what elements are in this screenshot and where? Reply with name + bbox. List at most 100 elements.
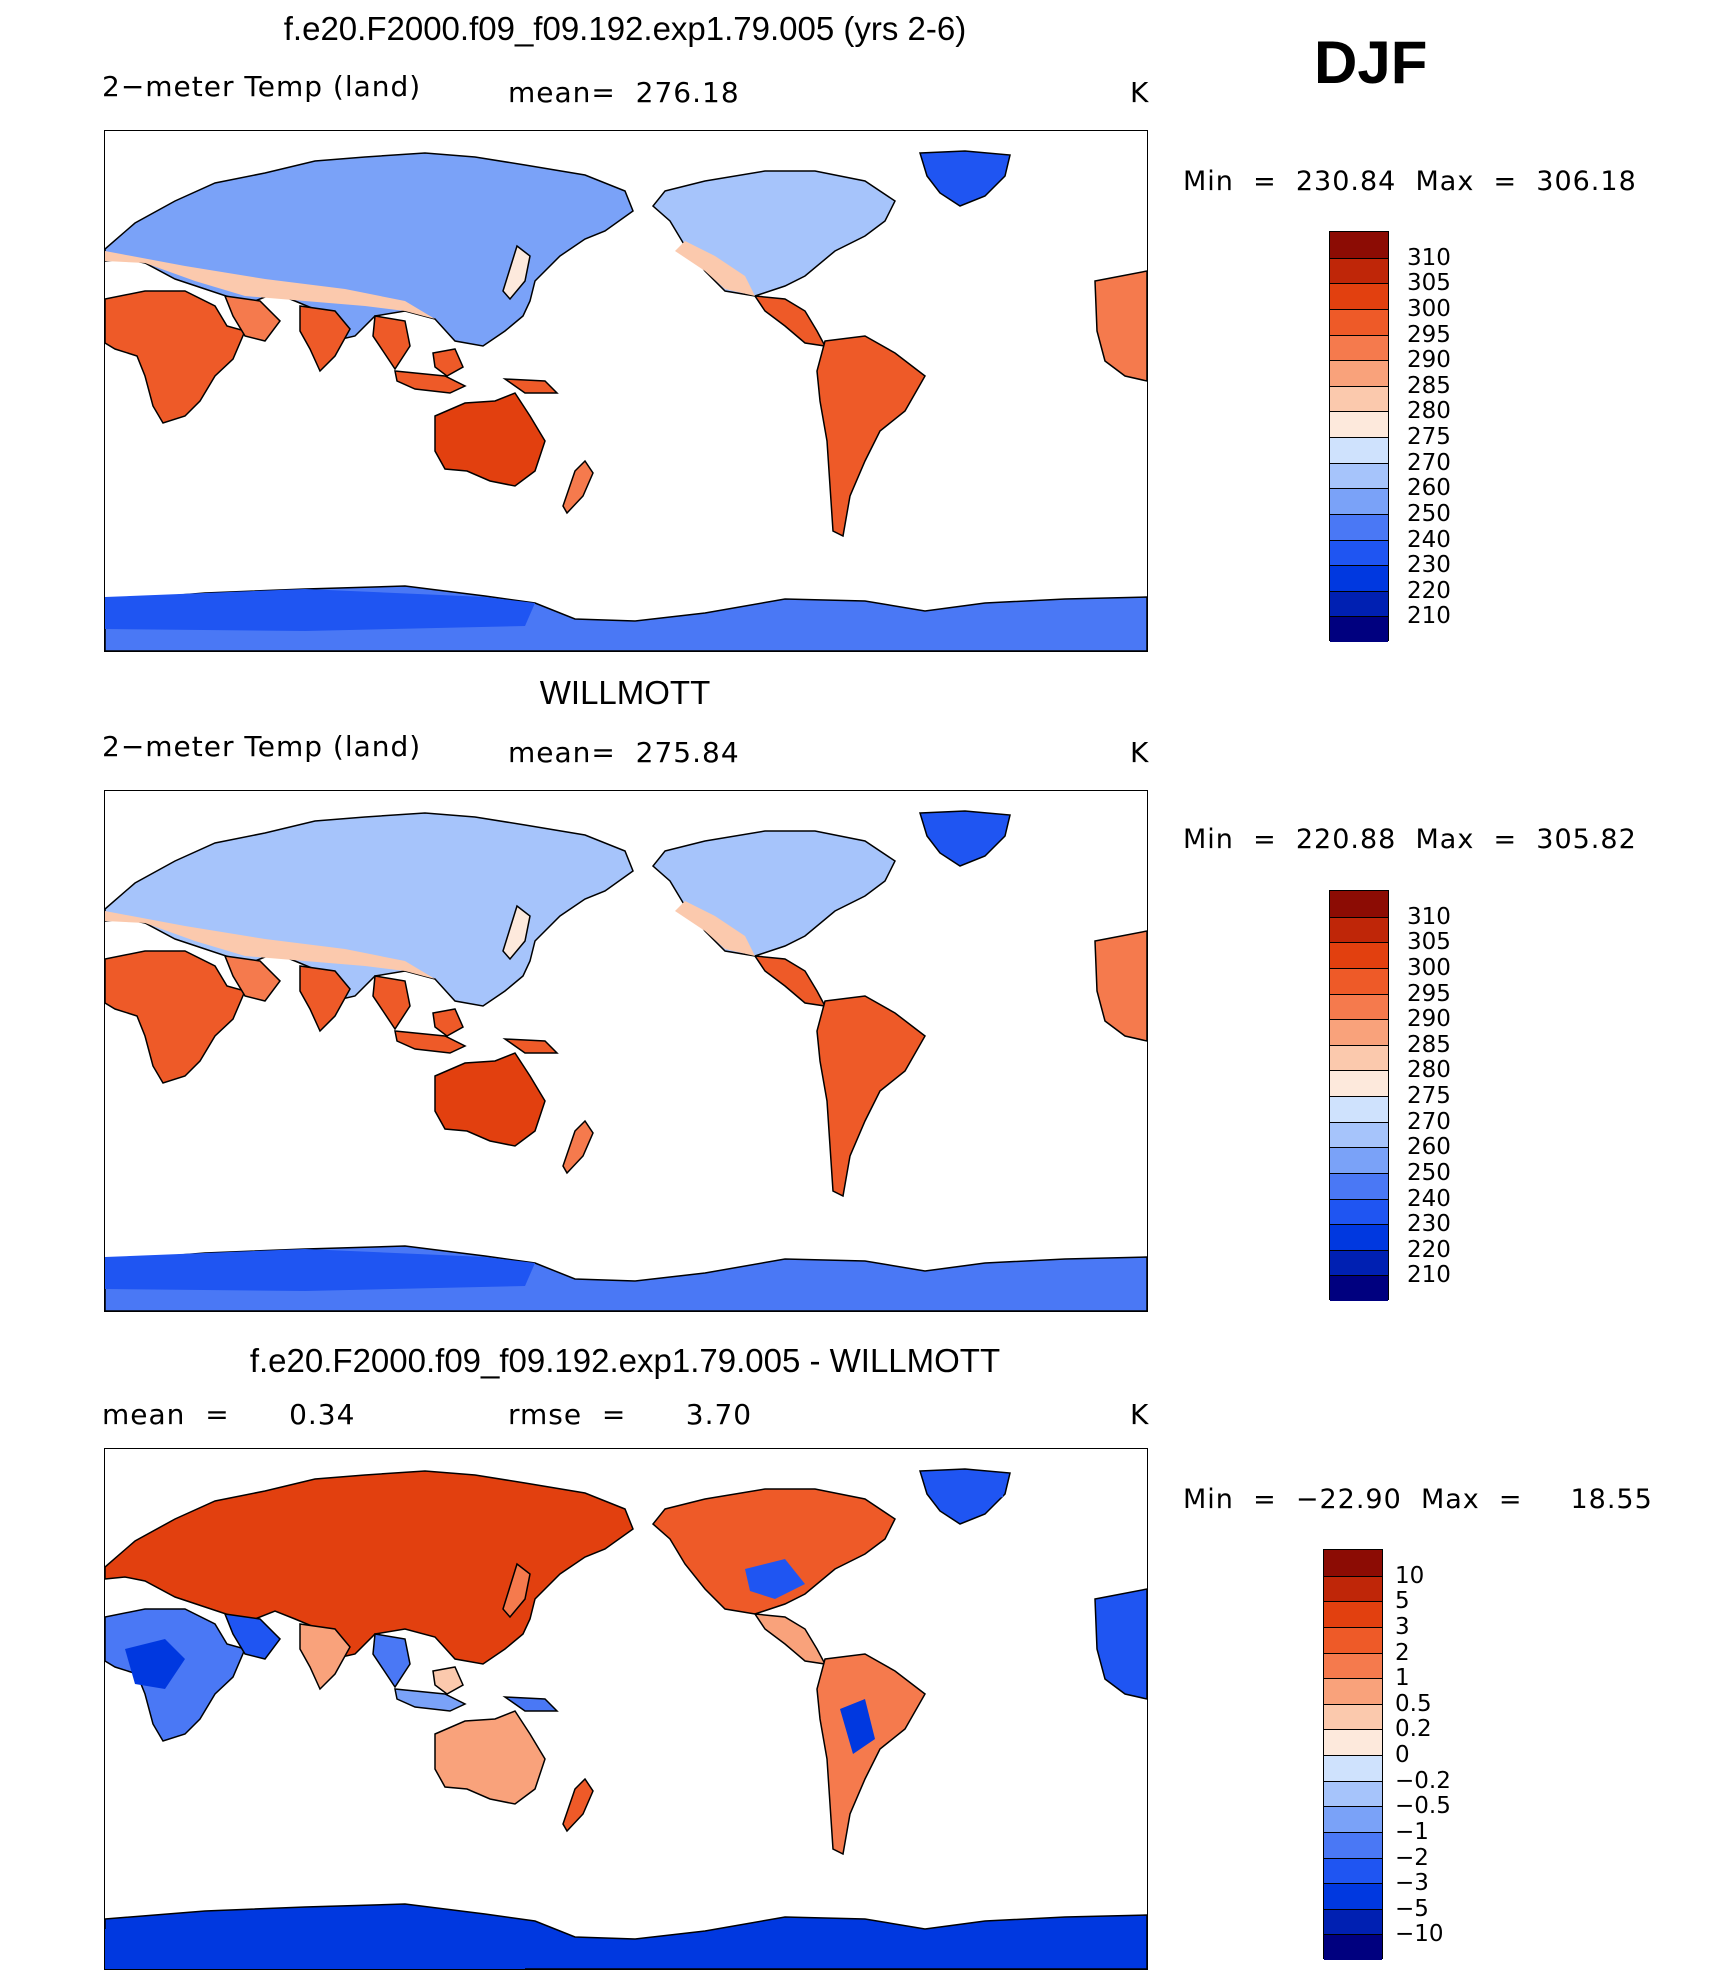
colorbar-tick-label: 305 — [1407, 270, 1451, 297]
indonesia-region — [394, 1030, 467, 1054]
wafrica-region — [1094, 1588, 1147, 1700]
samerica-region — [816, 335, 926, 538]
colorbar-cell — [1330, 1044, 1388, 1071]
colorbar-tick-label: 210 — [1407, 1262, 1451, 1289]
colorbar-tick-label: 220 — [1407, 577, 1451, 604]
africa-region — [105, 290, 247, 424]
colorbar-cell — [1330, 283, 1388, 309]
panel-3-title: f.e20.F2000.f09_f09.192.exp1.79.005 - WI… — [249, 1342, 1001, 1379]
colorbar-cell — [1330, 1198, 1388, 1225]
colorbar-cell — [1330, 1147, 1388, 1173]
colorbar-cell — [1330, 308, 1388, 335]
borneo-region — [432, 1008, 464, 1037]
newguinea-region — [502, 1038, 559, 1054]
colorbar-cell — [1330, 1224, 1388, 1250]
colorbar-cell — [1324, 1626, 1382, 1653]
india-region — [299, 965, 351, 1033]
colorbar-cell — [1330, 1275, 1388, 1301]
colorbar-cell — [1330, 1070, 1388, 1096]
colorbar-cell — [1330, 462, 1388, 489]
colorbar-cell — [1324, 1652, 1382, 1679]
colorbar-tick-label: 270 — [1407, 449, 1451, 476]
panel-2-minmax: Min = 220.88 Max = 305.82 — [1183, 824, 1637, 855]
australia-region — [434, 1710, 546, 1805]
colorbar-cell — [1330, 916, 1388, 943]
seasia-region — [372, 975, 411, 1031]
colorbar-cell — [1324, 1934, 1382, 1960]
colorbar-tick-label: 2 — [1395, 1639, 1410, 1666]
colorbar-cell — [1330, 891, 1388, 917]
arabia-region — [223, 1613, 281, 1660]
colorbar-cell — [1330, 993, 1388, 1020]
difference-patch — [105, 1919, 525, 1969]
colorbar-tick-label: 300 — [1407, 954, 1451, 981]
warm-band — [675, 241, 755, 296]
panel-2-units: K — [1130, 736, 1150, 769]
panel-2-map — [104, 790, 1148, 1312]
colorbar-cell — [1330, 1096, 1388, 1122]
colorbar-tick-label: 290 — [1407, 347, 1451, 374]
colorbar-tick-label: 260 — [1407, 1134, 1451, 1161]
arabia-region — [223, 955, 281, 1002]
greenland-region — [919, 150, 1011, 207]
colorbar-cell — [1324, 1678, 1382, 1704]
colorbar-cell — [1330, 385, 1388, 412]
colorbar-cell — [1324, 1703, 1382, 1730]
colorbar-tick-label: 285 — [1407, 372, 1451, 399]
difference-patch — [985, 1477, 1005, 1501]
colorbar-tick-label: 3 — [1395, 1613, 1410, 1640]
colorbar-tick-label: 210 — [1407, 603, 1451, 630]
colorbar-cell — [1330, 1172, 1388, 1199]
colorbar-tick-label: 275 — [1407, 424, 1451, 450]
colorbar-cell — [1330, 437, 1388, 463]
colorbar-tick-label: 220 — [1407, 1236, 1451, 1263]
africa-region — [105, 1608, 247, 1742]
australia-region — [434, 392, 546, 487]
colorbar-tick-label: 1 — [1395, 1665, 1410, 1692]
camerica-region — [753, 1613, 827, 1665]
colorbar-tick-label: 270 — [1407, 1108, 1451, 1135]
indonesia-region — [394, 370, 467, 394]
antarctic-interior — [105, 589, 535, 631]
colorbar-tick-label: 0.2 — [1395, 1716, 1432, 1743]
namerica-region — [651, 1488, 896, 1615]
difference-patch — [125, 1639, 185, 1689]
samerica-region — [816, 1653, 926, 1856]
panel-1-variable-label: 2−meter Temp (land) — [102, 70, 422, 103]
colorbar-cell — [1330, 257, 1388, 284]
india-region — [299, 1623, 351, 1691]
colorbar-cell — [1330, 488, 1388, 514]
colorbar-tick-label: 240 — [1407, 1185, 1451, 1212]
japan-region — [502, 1562, 531, 1619]
colorbar-cell — [1330, 565, 1388, 591]
colorbar-tick-label: −0.5 — [1395, 1793, 1451, 1820]
warm-band — [675, 901, 755, 956]
colorbar-cell — [1330, 1019, 1388, 1045]
colorbar-tick-label: 280 — [1407, 398, 1451, 425]
colorbar-tick-label: −3 — [1395, 1870, 1429, 1897]
colorbar-cell — [1330, 411, 1388, 437]
colorbar-tick-label: 285 — [1407, 1031, 1451, 1058]
colorbar-cell — [1324, 1908, 1382, 1935]
panel-3-mean-label: mean = 0.34 — [102, 1398, 356, 1431]
colorbar-cell — [1324, 1550, 1382, 1576]
seasia-region — [372, 1633, 411, 1689]
colorbar-tick-label: 0 — [1395, 1742, 1410, 1768]
colorbar-tick-label: 275 — [1407, 1083, 1451, 1109]
colorbar-cell — [1330, 1121, 1388, 1148]
difference-patch — [840, 1699, 875, 1754]
colorbar-cell — [1330, 967, 1388, 994]
panel-1-mean-label: mean= 276.18 — [508, 76, 740, 109]
colorbar-cell — [1324, 1780, 1382, 1807]
panel-1-units: K — [1130, 76, 1150, 109]
colorbar-box — [1329, 231, 1389, 642]
colorbar-tick-label: 250 — [1407, 500, 1451, 527]
colorbar-cell — [1324, 1806, 1382, 1832]
borneo-region — [432, 1666, 464, 1695]
colorbar-cell — [1324, 1831, 1382, 1858]
newguinea-region — [502, 378, 559, 394]
panel-3-minmax: Min = −22.90 Max = 18.55 — [1183, 1484, 1653, 1515]
colorbar-cell — [1330, 232, 1388, 258]
seasia-region — [372, 315, 411, 371]
wafrica-region — [1094, 930, 1147, 1042]
